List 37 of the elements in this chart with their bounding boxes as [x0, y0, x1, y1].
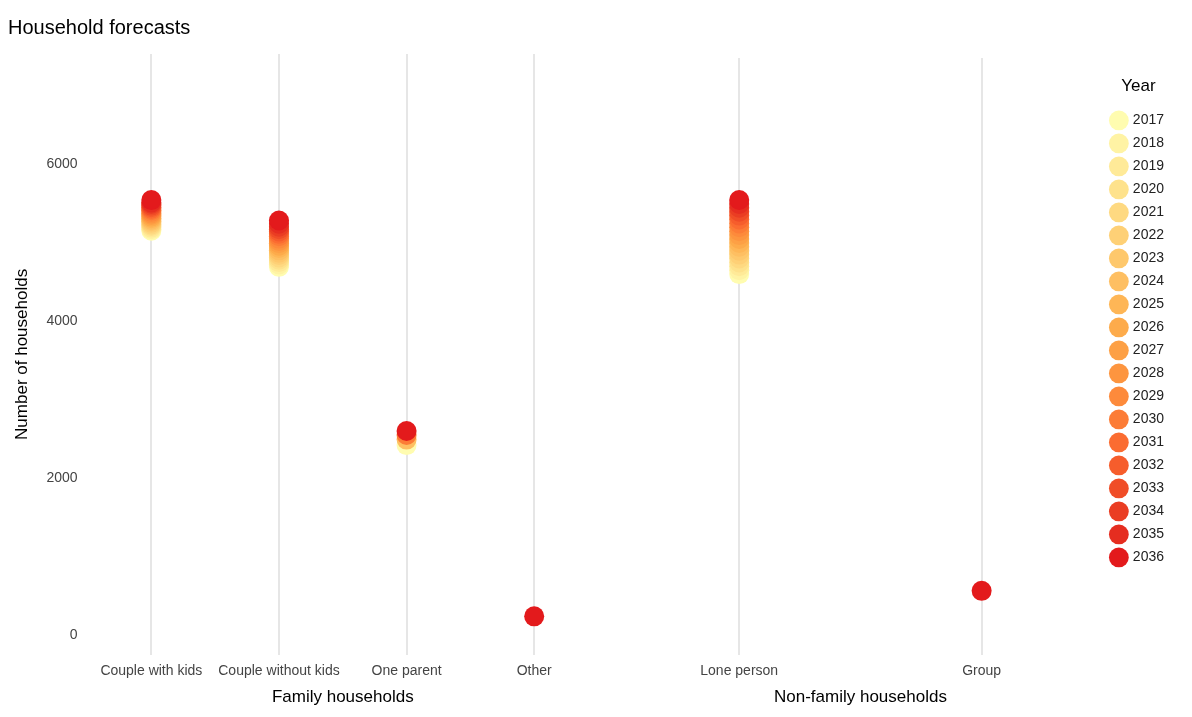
legend-label: 2021 — [1132, 203, 1165, 220]
x-tick-label: Other — [516, 662, 553, 679]
legend-label: 2032 — [1132, 456, 1165, 473]
point — [524, 606, 545, 627]
legend-label: 2017 — [1132, 111, 1165, 128]
y-tick-label: 0 — [69, 626, 78, 643]
y-tick-label: 2000 — [46, 468, 78, 485]
y-tick-label: 4000 — [46, 311, 78, 328]
legend-label: 2029 — [1132, 387, 1165, 404]
x-axis-title: Family households — [271, 687, 414, 707]
chart-title: Household forecasts — [8, 15, 191, 38]
legend-label: 2020 — [1132, 180, 1165, 197]
legend-label: 2026 — [1132, 318, 1165, 335]
x-tick-label: Couple without kids — [218, 662, 340, 679]
legend-label: 2027 — [1132, 341, 1165, 358]
legend-label: 2028 — [1132, 364, 1165, 381]
legend-title: Year — [1121, 76, 1156, 96]
legend-label: 2033 — [1132, 479, 1165, 496]
legend-label: 2018 — [1132, 134, 1165, 151]
legend-label: 2024 — [1132, 272, 1165, 289]
x-tick-label: Group — [962, 662, 1002, 679]
x-tick-label: Couple with kids — [100, 662, 203, 679]
legend-label: 2036 — [1132, 548, 1165, 565]
legend-label: 2025 — [1132, 295, 1165, 312]
x-tick-label: One parent — [371, 662, 442, 679]
point — [971, 580, 992, 601]
legend-label: 2030 — [1132, 410, 1165, 427]
legend-label: 2023 — [1132, 249, 1165, 266]
y-tick-label: 6000 — [46, 154, 78, 171]
y-axis-title: Number of households — [11, 268, 31, 440]
legend-label: 2034 — [1132, 502, 1165, 519]
x-tick-label: Lone person — [700, 662, 779, 679]
legend-label: 2035 — [1132, 525, 1165, 542]
legend-label: 2031 — [1132, 433, 1165, 450]
legend-label: 2022 — [1132, 226, 1165, 243]
legend-label: 2019 — [1132, 157, 1165, 174]
x-axis-title: Non-family households — [773, 687, 947, 707]
